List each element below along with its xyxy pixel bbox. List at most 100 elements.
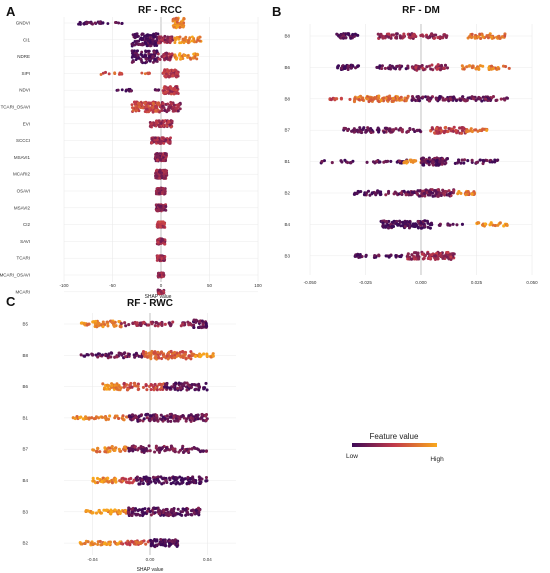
feature-label: B5: [22, 322, 28, 327]
shap-point: [155, 158, 159, 162]
shap-point: [123, 321, 127, 325]
shap-point: [145, 44, 149, 48]
shap-point: [412, 223, 416, 227]
shap-point: [384, 225, 388, 229]
shap-point: [426, 251, 430, 256]
shap-point: [434, 33, 438, 37]
shap-point: [431, 191, 435, 195]
shap-point: [462, 67, 466, 71]
shap-point: [127, 323, 131, 327]
shap-point: [135, 513, 139, 517]
shap-point: [198, 35, 202, 39]
shap-point: [346, 128, 350, 132]
shap-point: [135, 323, 139, 328]
shap-point: [181, 355, 185, 359]
shap-point: [423, 159, 427, 163]
shap-point: [190, 447, 194, 451]
shap-point: [143, 507, 147, 511]
legend: Feature value Low High: [346, 432, 444, 463]
shap-point: [427, 163, 431, 167]
shap-point: [470, 32, 474, 36]
shap-point: [165, 354, 169, 358]
shap-point: [335, 97, 339, 101]
shap-point: [99, 73, 103, 76]
shap-point: [182, 416, 186, 420]
shap-point: [503, 98, 507, 102]
shap-point: [197, 320, 201, 324]
shap-point: [93, 21, 97, 25]
shap-point: [472, 97, 476, 101]
shap-point: [136, 384, 140, 388]
shap-point: [116, 88, 120, 92]
shap-point: [152, 544, 156, 548]
shap-point: [463, 98, 467, 103]
shap-point: [465, 129, 470, 134]
shap-point: [376, 32, 380, 36]
shap-point: [410, 190, 414, 194]
shap-point: [110, 320, 114, 324]
shap-point: [185, 481, 189, 485]
shap-point: [176, 92, 180, 95]
shap-point: [142, 417, 146, 421]
x-tick-label: 0.00: [146, 557, 155, 562]
shap-point: [161, 136, 165, 140]
feature-label: SAVI: [20, 239, 30, 244]
shap-point: [390, 224, 394, 228]
shap-point: [139, 445, 143, 449]
shap-point: [384, 254, 388, 258]
shap-point: [160, 386, 164, 390]
shap-point: [356, 64, 360, 68]
shap-point: [153, 109, 157, 113]
shap-point: [123, 351, 127, 355]
shap-point: [431, 163, 435, 167]
shap-point: [470, 66, 474, 70]
shap-point: [442, 66, 446, 70]
shap-point: [157, 450, 161, 454]
shap-point: [155, 44, 159, 47]
shap-point: [142, 321, 146, 325]
shap-point: [424, 188, 428, 192]
shap-point: [157, 57, 161, 61]
shap-point: [127, 449, 131, 453]
shap-point: [144, 413, 148, 417]
shap-point: [470, 158, 474, 162]
shap-point: [158, 273, 162, 277]
shap-point: [398, 36, 403, 40]
feature-label: TCARI_OSAVI: [1, 105, 30, 110]
shap-point: [152, 32, 156, 36]
shap-point: [157, 191, 161, 195]
shap-point: [174, 381, 178, 385]
shap-point: [379, 98, 383, 103]
shap-point: [177, 37, 181, 41]
shap-point: [195, 52, 199, 56]
shap-point: [149, 414, 153, 418]
shap-point: [164, 479, 168, 483]
shap-point: [161, 415, 165, 419]
shap-point: [419, 33, 423, 38]
shap-point: [160, 109, 164, 112]
shap-point: [376, 99, 380, 103]
shap-point: [387, 129, 392, 133]
shap-point: [145, 388, 149, 392]
shap-point: [163, 34, 167, 38]
shap-point: [192, 52, 196, 56]
shap-point: [435, 131, 439, 135]
shap-point: [140, 103, 144, 107]
shap-point: [383, 126, 387, 130]
shap-point: [99, 543, 103, 547]
shap-point: [132, 100, 136, 104]
shap-point: [347, 33, 351, 37]
shap-point: [148, 44, 152, 48]
feature-label: CI1: [23, 37, 31, 42]
shap-point: [442, 192, 446, 196]
shap-point: [147, 49, 151, 53]
shap-point: [429, 32, 433, 37]
shap-point: [507, 66, 511, 70]
shap-point: [466, 190, 470, 194]
shap-point: [103, 477, 107, 481]
shap-point: [351, 128, 355, 133]
shap-point: [115, 355, 119, 359]
shap-point: [476, 97, 480, 101]
shap-point: [479, 36, 483, 41]
shap-point: [160, 220, 164, 224]
